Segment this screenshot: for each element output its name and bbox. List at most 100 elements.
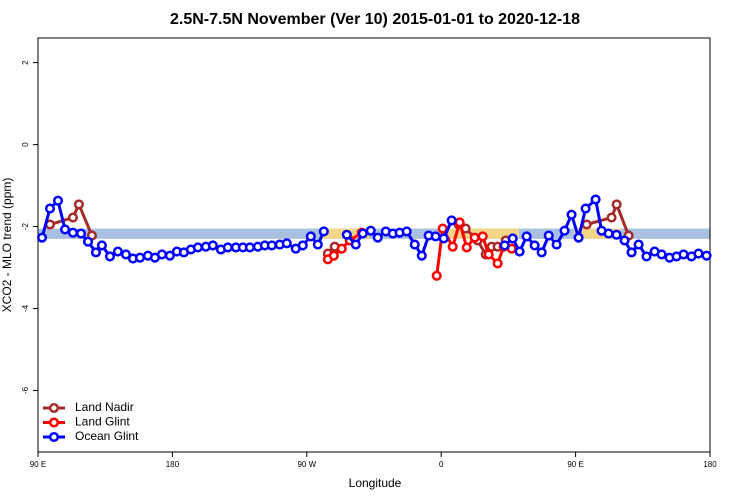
data-point — [372, 232, 383, 243]
data-point — [603, 228, 614, 239]
legend-item: Land Nadir — [43, 400, 134, 414]
data-point — [438, 233, 449, 244]
data-point — [611, 229, 622, 240]
x-axis-label: Longitude — [349, 476, 402, 490]
data-point — [75, 228, 87, 239]
legend-marker — [48, 417, 60, 428]
data-point — [633, 239, 644, 250]
y-tick-label: -2 — [21, 222, 30, 230]
data-point — [318, 226, 329, 237]
data-point — [656, 249, 667, 260]
data-point — [350, 239, 361, 250]
data-point — [82, 236, 94, 247]
data-point — [112, 246, 123, 257]
data-point — [701, 250, 712, 261]
y-tick-label: -4 — [21, 304, 30, 312]
data-point — [619, 235, 630, 246]
y-axis-label: XCO2 - MLO trend (ppm) — [0, 178, 14, 313]
data-point — [626, 247, 637, 258]
data-point — [693, 248, 704, 259]
data-point — [73, 199, 84, 210]
data-point — [266, 240, 277, 251]
data-point — [222, 242, 233, 253]
data-point — [477, 231, 488, 242]
data-point — [606, 212, 617, 223]
data-point — [543, 230, 554, 241]
data-point — [365, 225, 376, 236]
data-point — [401, 226, 412, 237]
data-point — [244, 242, 255, 253]
legend-label: Land Nadir — [75, 400, 134, 414]
legend-label: Land Glint — [75, 415, 130, 429]
data-point — [305, 231, 316, 242]
data-point — [454, 217, 465, 228]
data-point — [521, 231, 532, 242]
data-point — [492, 258, 503, 269]
data-point — [67, 212, 78, 223]
x-tick-label: 180 — [166, 460, 180, 469]
data-point — [514, 246, 525, 257]
legend-marker — [48, 431, 60, 443]
y-tick-label: 0 — [21, 142, 30, 147]
data-point — [409, 239, 420, 250]
data-point — [499, 240, 510, 251]
data-point — [44, 203, 55, 214]
data-point — [134, 252, 146, 263]
x-tick-label: 90 W — [297, 460, 316, 469]
data-point — [52, 195, 64, 206]
data-point — [573, 232, 584, 243]
data-point — [430, 231, 441, 242]
data-point — [207, 240, 218, 251]
data-point — [590, 194, 601, 205]
data-point — [312, 239, 323, 250]
x-tick-label: 0 — [439, 460, 444, 469]
data-point — [580, 203, 591, 214]
data-point — [559, 225, 570, 236]
y-tick-label: 2 — [21, 60, 30, 65]
x-tick-label: 180 — [703, 460, 717, 469]
data-point — [483, 249, 494, 260]
data-point — [120, 249, 132, 260]
data-point — [59, 224, 71, 235]
data-point — [104, 251, 116, 262]
data-point — [507, 233, 518, 244]
data-point — [529, 240, 540, 251]
data-point — [156, 249, 167, 260]
y-tick-label: -6 — [21, 386, 30, 394]
data-point — [281, 238, 292, 249]
x-tick-label: 90 E — [30, 460, 46, 469]
data-point — [297, 240, 308, 251]
data-point — [447, 241, 458, 252]
highlight-band — [574, 228, 621, 239]
data-point — [96, 240, 107, 251]
data-point — [341, 229, 352, 240]
data-point — [678, 249, 689, 260]
legend-item: Land Glint — [43, 415, 130, 429]
legend-marker — [48, 402, 60, 414]
data-point — [36, 232, 48, 243]
data-point — [446, 215, 457, 226]
data-point — [551, 239, 562, 250]
data-point — [336, 243, 347, 254]
data-point — [469, 232, 480, 243]
data-point — [192, 242, 203, 253]
data-point — [164, 250, 175, 261]
data-point — [566, 209, 577, 220]
data-point — [328, 250, 339, 261]
data-point — [67, 227, 78, 238]
data-point — [431, 270, 442, 281]
chart-title: 2.5N-7.5N November (Ver 10) 2015-01-01 t… — [170, 11, 580, 28]
data-point — [90, 247, 101, 258]
x-tick-label: 90 E — [567, 460, 583, 469]
data-point — [641, 251, 652, 262]
plot-frame — [37, 37, 711, 453]
legend-item: Ocean Glint — [43, 429, 139, 443]
data-point — [461, 242, 472, 253]
data-point — [357, 228, 368, 239]
legend-label: Ocean Glint — [75, 429, 139, 443]
data-point — [611, 199, 622, 210]
data-point — [416, 250, 427, 261]
data-point — [536, 247, 547, 258]
data-point — [581, 219, 592, 230]
